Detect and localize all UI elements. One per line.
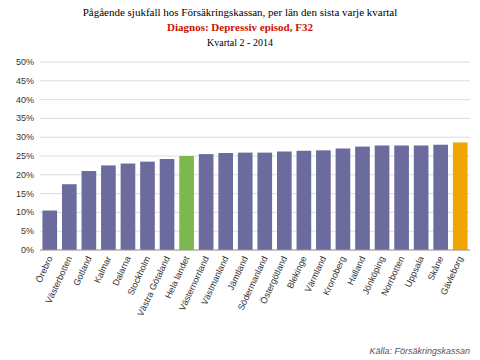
bar <box>62 184 77 250</box>
x-tick-label: Västra Götaland <box>135 255 172 318</box>
x-tick-label: Skåne <box>426 255 446 282</box>
bar <box>257 153 272 250</box>
grid-line <box>40 137 470 138</box>
y-tick-label: 5% <box>21 226 34 236</box>
bar <box>121 164 136 250</box>
y-tick-label: 50% <box>16 57 34 67</box>
bar <box>355 147 370 250</box>
bar <box>316 150 331 250</box>
subtitle: Kvartal 2 - 2014 <box>207 37 273 48</box>
grid <box>40 62 470 250</box>
bar <box>414 145 429 250</box>
source-note: Källa: Försäkringskassan <box>369 346 470 356</box>
bar <box>238 153 253 250</box>
x-tick-label: Norrbotten <box>379 255 406 298</box>
bar <box>179 156 194 250</box>
x-tick-label: Uppsala <box>403 255 426 289</box>
x-tick-label: Kronoberg <box>321 255 348 297</box>
y-tick-label: 20% <box>16 170 34 180</box>
grid-line <box>40 62 470 63</box>
bar <box>82 171 97 250</box>
y-tick-label: 25% <box>16 151 34 161</box>
y-tick-label: 0% <box>21 245 34 255</box>
bar <box>394 145 409 250</box>
x-tick-label: Gävleborg <box>438 255 465 297</box>
grid-line <box>40 118 470 119</box>
grid-line <box>40 250 470 251</box>
bar <box>101 165 116 250</box>
y-tick-label: 35% <box>16 113 34 123</box>
chart: Pågående sjukfall hos Försäkringskassan,… <box>0 0 480 360</box>
bar <box>199 154 214 250</box>
x-tick-label: Östergötland <box>258 255 289 306</box>
bar <box>160 159 175 250</box>
y-tick-label: 10% <box>16 207 34 217</box>
bar <box>433 145 448 250</box>
x-tick-label: Västmanland <box>199 255 230 307</box>
x-tick-label: Kalmar <box>92 255 113 285</box>
bar <box>140 162 155 250</box>
title: Pågående sjukfall hos Försäkringskassan,… <box>83 6 398 18</box>
y-tick-label: 30% <box>16 132 34 142</box>
x-tick-label: Västerbotten <box>43 255 74 305</box>
x-axis-line <box>40 250 470 251</box>
y-tick-label: 15% <box>16 189 34 199</box>
bars <box>42 142 467 250</box>
bar <box>453 142 468 250</box>
bar <box>336 148 351 250</box>
y-tick-label: 45% <box>16 76 34 86</box>
grid-line <box>40 80 470 81</box>
bar <box>277 151 292 250</box>
y-tick-label: 40% <box>16 95 34 105</box>
bar <box>42 211 57 250</box>
grid-line <box>40 99 470 100</box>
bar <box>218 153 233 250</box>
x-tick-label: Örebro <box>34 255 55 285</box>
x-tick-label: Halland <box>345 255 367 287</box>
bar <box>297 151 312 250</box>
x-tick-label: Gotland <box>71 255 93 288</box>
bar <box>375 145 390 250</box>
subtitle: Diagnos: Depressiv episod, F32 <box>167 21 313 33</box>
